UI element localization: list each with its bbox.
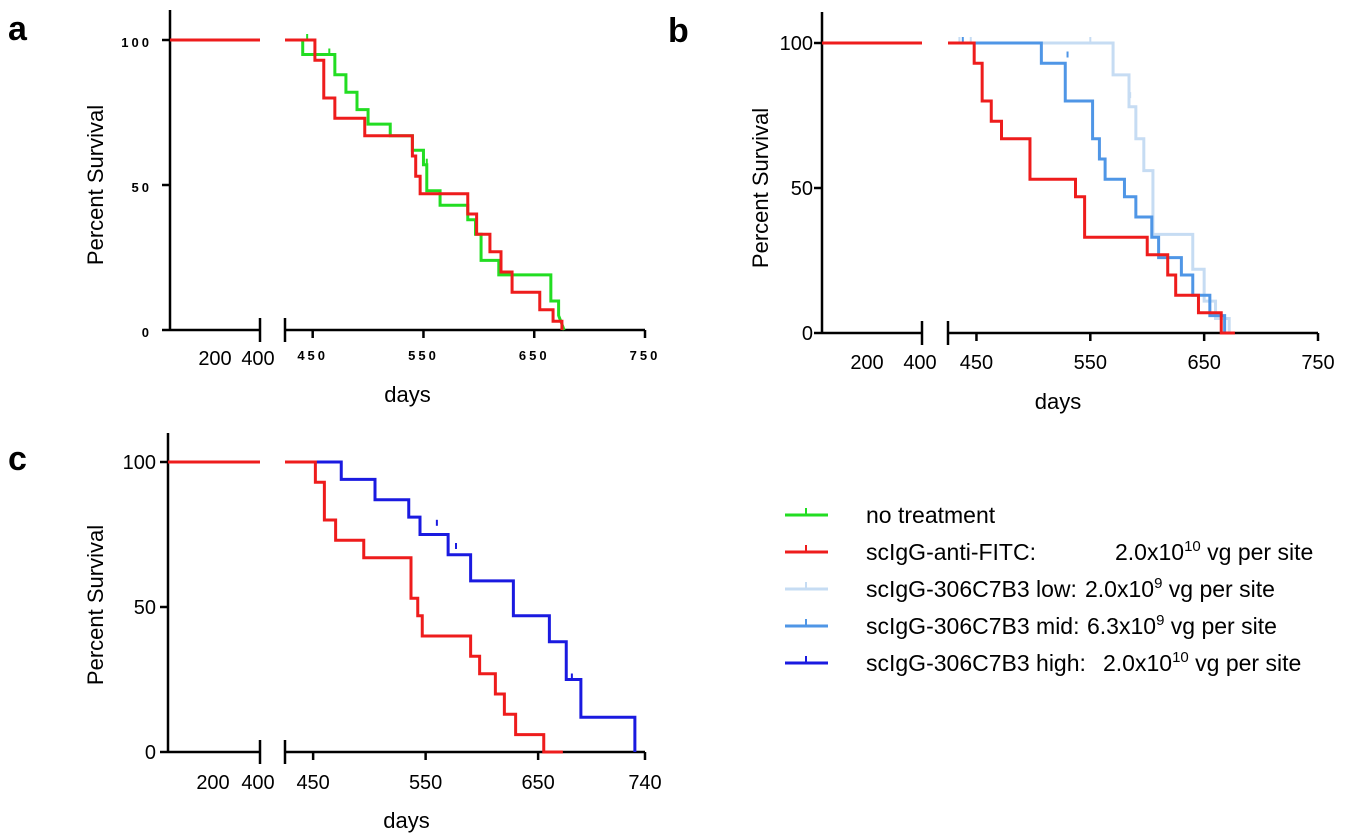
- x-tick-label: 750: [1301, 352, 1334, 374]
- y-tick-label: 50: [134, 597, 156, 619]
- y-axis-title: Percent Survival: [748, 108, 773, 268]
- legend-item-high: scIgG-306C7B3 high: 2.0x1010 vg per site: [785, 649, 1301, 676]
- x-tick-label: 650: [1187, 352, 1220, 374]
- legend-item-low: scIgG-306C7B3 low: 2.0x109 vg per site: [785, 575, 1275, 602]
- legend: no treatment scIgG-anti-FITC: 2.0x1010 vg …: [785, 502, 1313, 676]
- y-tick-label: 0: [142, 325, 152, 340]
- survival-curve-fitc: [285, 460, 563, 754]
- x-tick-label: 450: [297, 348, 328, 363]
- survival-curve-fitc: [285, 38, 564, 330]
- x-tick-label: 200: [850, 352, 883, 374]
- x-tick-label: 740: [628, 772, 661, 794]
- x-axis-title: days: [1035, 389, 1081, 414]
- survival-curve-mid: [948, 41, 1227, 333]
- x-tick-label: 650: [521, 772, 554, 794]
- x-tick-label: 400: [241, 348, 274, 370]
- panel-letter-b: b: [668, 12, 689, 50]
- x-axis-title: days: [383, 808, 429, 833]
- x-tick-label: 400: [241, 772, 274, 794]
- survival-curve-fitc: [948, 41, 1235, 335]
- x-tick-label: 450: [960, 352, 993, 374]
- y-tick-label: 50: [791, 178, 813, 200]
- y-tick-label: 100: [121, 35, 152, 50]
- legend-item-none: no treatment: [785, 502, 996, 528]
- x-axis-title: days: [384, 382, 430, 407]
- y-tick-label: 100: [780, 33, 813, 55]
- y-tick-label: 0: [802, 323, 813, 345]
- x-tick-label: 400: [903, 352, 936, 374]
- x-tick-label: 550: [409, 772, 442, 794]
- legend-item-mid: scIgG-306C7B3 mid: 6.3x109 vg per site: [785, 612, 1277, 639]
- y-axis-title: Percent Survival: [83, 525, 108, 685]
- legend-dose: 6.3x109 vg per site: [1087, 612, 1277, 639]
- panel-c: c 0 50 100 200 400 450 550 650 740 days Percent Sur…: [8, 433, 662, 833]
- x-tick-label: 200: [198, 348, 231, 370]
- legend-label: scIgG-anti-FITC:: [866, 539, 1036, 565]
- legend-dose: 2.0x1010 vg per site: [1115, 538, 1313, 565]
- panel-letter-a: a: [8, 10, 28, 48]
- panel-a: a 0 50 100 200 400 450 550 650 750 days Percent Sur…: [8, 10, 661, 407]
- survival-curve-high: [285, 460, 637, 752]
- panel-letter-c: c: [8, 440, 27, 478]
- legend-label: scIgG-306C7B3 low:: [866, 576, 1077, 602]
- survival-curve-none: [285, 38, 566, 331]
- x-tick-label: 450: [296, 772, 329, 794]
- x-tick-label: 550: [408, 348, 439, 363]
- x-tick-label: 550: [1074, 352, 1107, 374]
- legend-label: scIgG-306C7B3 high:: [866, 650, 1086, 676]
- x-tick-label: 750: [630, 348, 661, 363]
- x-tick-label: 650: [519, 348, 550, 363]
- y-axis-title: Percent Survival: [83, 105, 108, 265]
- panel-b: b 0 50 100 200 400 450 550 650 750 days Percent Sur…: [668, 12, 1335, 414]
- x-tick-label: 200: [196, 772, 229, 794]
- survival-curve-low: [948, 41, 1231, 333]
- y-tick-label: 50: [132, 180, 152, 195]
- y-tick-label: 100: [123, 452, 156, 474]
- y-tick-label: 0: [145, 742, 156, 764]
- legend-dose: 2.0x1010 vg per site: [1103, 649, 1301, 676]
- legend-dose: 2.0x109 vg per site: [1085, 575, 1275, 602]
- legend-item-fitc: scIgG-anti-FITC: 2.0x1010 vg per site: [785, 538, 1313, 565]
- legend-label: scIgG-306C7B3 mid:: [866, 613, 1079, 639]
- legend-label: no treatment: [866, 502, 996, 528]
